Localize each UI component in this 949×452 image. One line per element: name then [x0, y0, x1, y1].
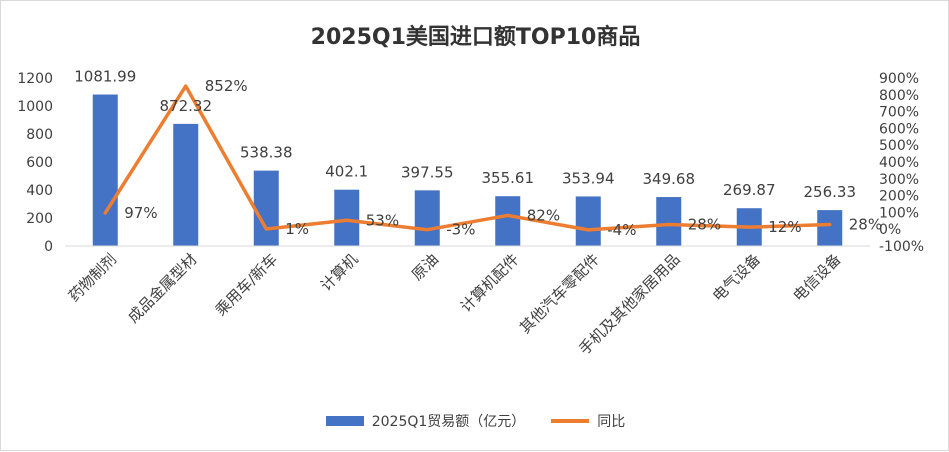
y-right-tick-label: 200%: [879, 189, 919, 205]
line-data-label: 82%: [527, 206, 560, 224]
y-left-tick-label: 800: [26, 127, 53, 143]
bar-data-label: 256.33: [804, 183, 857, 201]
y-right-tick-label: 800%: [879, 88, 919, 104]
y-left-tick-label: 600: [26, 155, 53, 171]
bar: [414, 190, 440, 246]
y-right-tick-label: 400%: [879, 155, 919, 171]
legend-item-line: 同比: [551, 411, 625, 431]
bar: [575, 196, 601, 246]
y-left-tick-label: 0: [44, 239, 53, 255]
line-series: [103, 84, 832, 232]
y-left-tick-label: 200: [26, 211, 53, 227]
bar-data-label: 269.87: [723, 181, 776, 199]
bar-data-label: 1081.99: [74, 68, 136, 86]
line-data-label: -4%: [607, 221, 636, 239]
line-data-label: 97%: [124, 204, 157, 222]
x-category-label: 乘用车/新车: [212, 250, 281, 319]
bar-data-label: 349.68: [643, 170, 696, 188]
bar: [173, 123, 199, 246]
x-category-label: 药物制剂: [65, 250, 120, 305]
line-data-label: 53%: [366, 211, 399, 229]
x-category-label: 电气设备: [709, 250, 764, 305]
line-data-label: 28%: [688, 215, 721, 233]
y-left-tick-label: 1000: [17, 99, 53, 115]
bar-data-label: 397.55: [401, 163, 454, 181]
y-right-tick-label: 0%: [879, 222, 901, 238]
x-category-label: 成品金属型材: [124, 250, 200, 326]
bar: [253, 170, 279, 246]
line-data-label: 28%: [849, 215, 882, 233]
bar: [817, 210, 843, 246]
legend-swatch-line: [551, 419, 590, 423]
chart-title: 2025Q1美国进口额TOP10商品: [310, 25, 641, 50]
y-right-tick-label: 500%: [879, 138, 919, 154]
legend: 2025Q1贸易额（亿元） 同比: [1, 411, 949, 431]
line-data-label: 1%: [285, 220, 309, 238]
legend-swatch-bars: [325, 416, 364, 426]
bar: [656, 197, 682, 246]
x-category-label: 计算机: [317, 250, 362, 295]
y-right-tick-label: 900%: [879, 71, 919, 87]
bar-data-label: 353.94: [562, 169, 615, 187]
y-right-tick-label: -100%: [879, 239, 924, 255]
y-right-tick-label: 100%: [879, 205, 919, 221]
bar: [495, 196, 521, 246]
y-right-tick-label: 700%: [879, 105, 919, 121]
line-data-label: -3%: [446, 221, 475, 239]
bar: [334, 189, 360, 246]
x-category-label: 原油: [408, 250, 442, 284]
legend-label-bars: 2025Q1贸易额（亿元）: [371, 414, 526, 430]
x-category-label: 其他汽车零配件: [516, 250, 603, 337]
y-right-tick-label: 600%: [879, 121, 919, 137]
y-right-tick-label: 300%: [879, 172, 919, 188]
y-left-tick-label: 400: [26, 183, 53, 199]
legend-item-bars: 2025Q1贸易额（亿元）: [325, 411, 526, 431]
bar: [92, 94, 118, 247]
x-category-label: 电信设备: [789, 250, 844, 305]
bar-data-label: 402.1: [325, 163, 368, 181]
y-left-tick-label: 1200: [17, 71, 53, 87]
bar-data-label: 872.32: [160, 97, 213, 115]
line-data-label: 12%: [768, 218, 801, 236]
bar-data-label: 538.38: [240, 144, 293, 162]
bar-data-label: 355.61: [482, 169, 535, 187]
legend-label-line: 同比: [597, 414, 626, 430]
line-data-label: 852%: [205, 77, 248, 95]
x-category-label: 计算机配件: [457, 250, 523, 316]
